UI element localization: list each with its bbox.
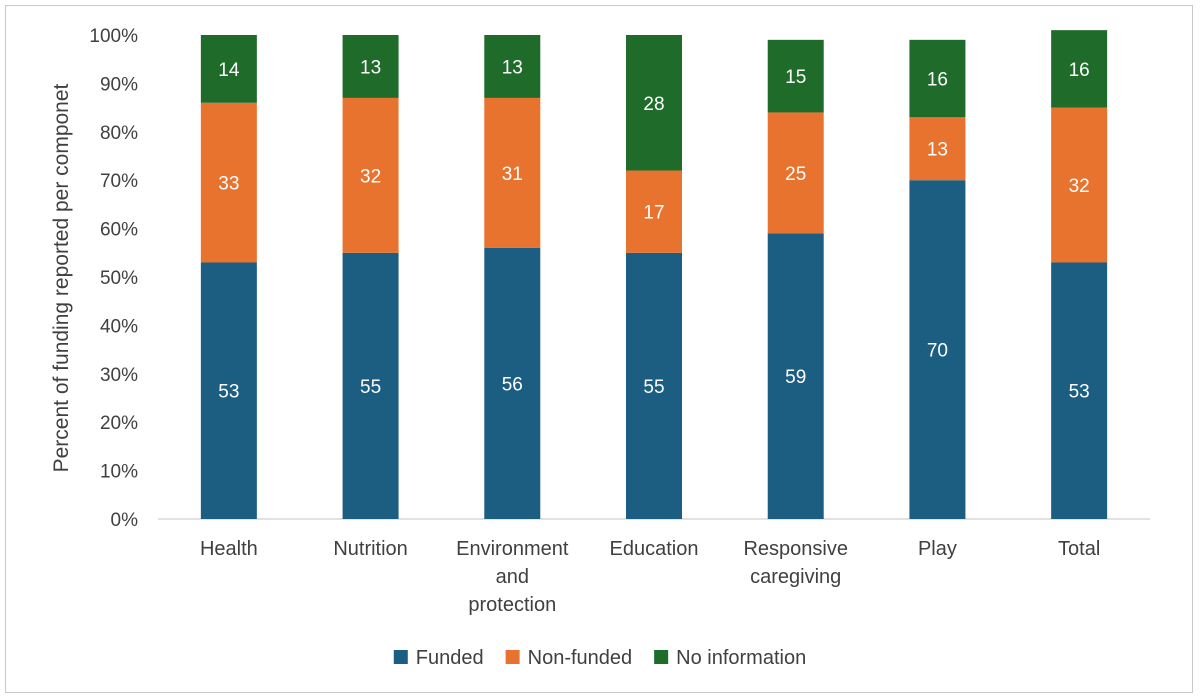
bar-segment [342, 97, 399, 253]
data-label: 16 [927, 70, 948, 91]
legend-label: Funded [416, 647, 484, 669]
data-label: 13 [502, 57, 523, 78]
data-label: 32 [360, 166, 381, 187]
data-label: 55 [643, 377, 664, 398]
data-label: 33 [218, 174, 239, 195]
bar-segment [909, 39, 966, 118]
bar-segment [200, 102, 257, 263]
data-label: 25 [785, 164, 806, 185]
x-category-label: Responsive caregiving [743, 538, 848, 588]
y-tick-label: 60% [100, 220, 138, 241]
data-label: 16 [1069, 60, 1090, 81]
data-label: 32 [1069, 176, 1090, 197]
legend-swatch [393, 650, 408, 664]
data-label: 28 [643, 94, 664, 115]
data-label: 31 [502, 164, 523, 185]
y-tick-label: 90% [100, 74, 138, 95]
x-category-label: Health [200, 538, 258, 560]
data-label: 55 [360, 377, 381, 398]
bar-segment [1051, 107, 1108, 263]
x-category-label-line: Nutrition [333, 538, 407, 560]
legend-swatch [654, 650, 669, 664]
data-label: 13 [360, 57, 381, 78]
bar-segment [484, 35, 541, 98]
x-category-label-line: Environment [456, 538, 569, 560]
bar-segment [909, 180, 966, 519]
x-category-label-line: Education [610, 538, 699, 560]
y-axis-title: Percent of funding reported per componet [50, 83, 73, 472]
x-category-label-line: and [496, 566, 529, 588]
data-label: 13 [927, 140, 948, 161]
y-tick-label: 10% [100, 462, 138, 483]
x-category-label: Play [918, 538, 957, 560]
x-category-label-line: Health [200, 538, 258, 560]
y-tick-label: 100% [89, 26, 138, 47]
data-label: 53 [1069, 382, 1090, 403]
x-category-label: Education [610, 538, 699, 560]
x-category-label: Environment and protection [456, 538, 569, 616]
bar-segment [1051, 262, 1108, 519]
x-category-label: Total [1058, 538, 1100, 560]
x-category-label-line: protection [468, 594, 556, 616]
x-category-label-line: Total [1058, 538, 1100, 560]
data-label: 56 [502, 374, 523, 395]
legend: Funded Non-funded No information [393, 647, 806, 669]
bar-segment [767, 112, 824, 234]
y-tick-label: 0% [111, 510, 139, 531]
bar-segment [626, 170, 682, 253]
bar-segment [484, 247, 541, 519]
data-label: 14 [218, 60, 240, 81]
data-label: 53 [218, 382, 239, 403]
y-tick-label: 30% [100, 365, 138, 386]
y-tick-label: 80% [100, 123, 138, 144]
y-tick-label: 70% [100, 171, 138, 192]
data-label: 59 [785, 367, 806, 388]
bar-segment [626, 252, 682, 520]
data-label: 15 [785, 67, 806, 88]
bar-segment [626, 35, 682, 171]
legend-label: Non-funded [528, 647, 633, 669]
x-category-label-line: caregiving [750, 566, 841, 588]
bar-segment [200, 35, 257, 103]
bar-segment [1051, 30, 1108, 108]
x-category-label: Nutrition [333, 538, 407, 560]
legend-swatch [505, 650, 520, 664]
plot-area: 0% 10% 20% 30% 40% 50% 60% 70% 80% 90% 100% 53 33 14 H… [89, 26, 1150, 616]
y-tick-label: 40% [100, 316, 138, 337]
y-tick-label: 20% [100, 413, 138, 434]
bar-segment [342, 35, 399, 98]
bar-segment [342, 252, 399, 520]
x-category-label-line: Play [918, 538, 957, 560]
y-tick-label: 50% [100, 268, 138, 289]
x-category-label-line: Responsive [743, 538, 848, 560]
bar-segment [767, 39, 824, 113]
bar-segment [200, 262, 257, 519]
bar-segment [909, 117, 966, 181]
legend-label: No information [676, 647, 806, 669]
data-label: 17 [643, 203, 664, 224]
bar-segment [767, 233, 824, 519]
data-label: 70 [927, 341, 948, 362]
bar-segment [484, 97, 541, 248]
